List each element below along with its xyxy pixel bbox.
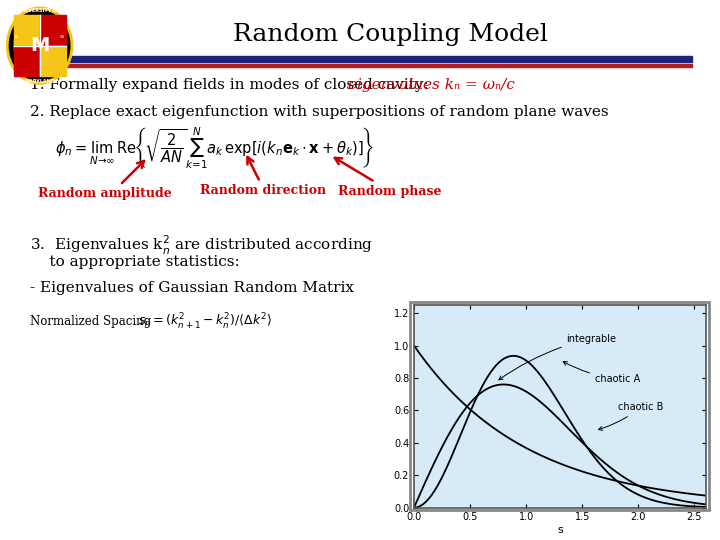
Text: Random direction: Random direction: [200, 185, 326, 198]
Polygon shape: [14, 16, 40, 45]
Text: Normalized Spacing: Normalized Spacing: [30, 315, 151, 328]
Text: 2. Replace exact eigenfunction with superpositions of random plane waves: 2. Replace exact eigenfunction with supe…: [30, 105, 608, 119]
Text: $\phi_n = \lim_{N\to\infty}\,\mathrm{Re}\!\left\{\!\sqrt{\dfrac{2}{AN}}\sum_{k=1: $\phi_n = \lim_{N\to\infty}\,\mathrm{Re}…: [55, 125, 374, 171]
Text: Random Coupling Model: Random Coupling Model: [233, 24, 547, 46]
Polygon shape: [40, 45, 66, 76]
Circle shape: [14, 16, 66, 76]
Text: eigenvalues kₙ = ωₙ/c: eigenvalues kₙ = ωₙ/c: [348, 78, 515, 92]
Text: 56: 56: [60, 35, 66, 39]
Text: UNIVERSITY OF: UNIVERSITY OF: [18, 8, 61, 13]
Text: M: M: [30, 36, 49, 55]
Polygon shape: [40, 16, 66, 45]
Circle shape: [9, 10, 70, 80]
Text: MARYLAND: MARYLAND: [24, 79, 55, 84]
Text: - Eigenvalues of Gaussian Random Matrix: - Eigenvalues of Gaussian Random Matrix: [30, 281, 354, 295]
Text: 1. Formally expand fields in modes of closed cavity:: 1. Formally expand fields in modes of cl…: [30, 78, 438, 92]
Text: $s_n = (k_{n+1}^2 - k_n^2)/\langle\Delta k^2\rangle$: $s_n = (k_{n+1}^2 - k_n^2)/\langle\Delta…: [138, 312, 272, 332]
Text: to appropriate statistics:: to appropriate statistics:: [30, 255, 240, 269]
Bar: [28, 64, 692, 67]
Text: chaotic A: chaotic A: [563, 362, 640, 384]
X-axis label: s: s: [557, 525, 562, 535]
Text: integrable: integrable: [499, 334, 616, 380]
Text: chaotic B: chaotic B: [598, 402, 664, 430]
Text: Random phase: Random phase: [338, 185, 442, 198]
Text: 18: 18: [14, 35, 19, 39]
Polygon shape: [14, 45, 40, 76]
Circle shape: [6, 7, 73, 84]
Text: 3.  Eigenvalues k$_n^2$ are distributed according: 3. Eigenvalues k$_n^2$ are distributed a…: [30, 233, 373, 256]
Bar: [28, 56, 692, 62]
Text: Random amplitude: Random amplitude: [38, 186, 172, 199]
